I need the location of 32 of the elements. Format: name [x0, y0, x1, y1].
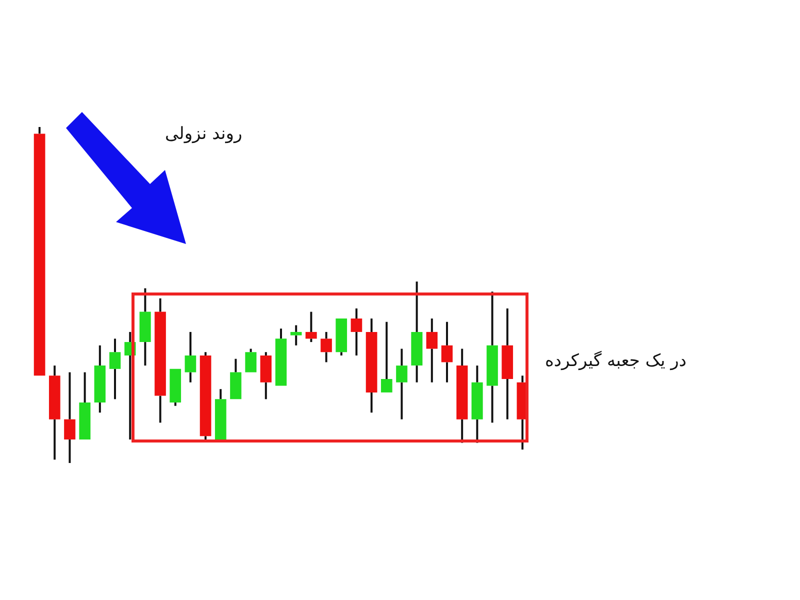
candlestick	[350, 307, 362, 356]
candlestick	[441, 320, 453, 384]
text: در یک جعبه گیرکرده	[545, 351, 686, 371]
candlestick	[214, 388, 226, 440]
candlestick	[290, 324, 302, 346]
candlestick	[48, 364, 60, 461]
candlestick	[411, 280, 422, 384]
candlestick	[230, 358, 242, 400]
candlestick	[396, 348, 408, 420]
candlestick	[306, 310, 317, 344]
candlestick	[426, 318, 438, 384]
candlestick	[472, 364, 483, 444]
candlestick	[336, 318, 348, 356]
candlestick	[486, 290, 498, 424]
candlestick	[64, 371, 76, 464]
candlestick	[184, 330, 196, 384]
candlestick	[94, 344, 106, 414]
candlestick	[260, 351, 272, 400]
candlestick	[502, 307, 514, 420]
candlestick	[320, 330, 332, 364]
candlestick	[34, 126, 46, 376]
candlestick	[380, 320, 392, 392]
candlestick	[200, 351, 212, 440]
candlestick	[170, 368, 182, 407]
candlestick	[456, 348, 468, 444]
candlestick	[154, 297, 166, 424]
candlestick	[366, 318, 378, 414]
annotation: روند نزولی	[165, 124, 242, 144]
candlestick	[109, 338, 121, 400]
candlestick	[79, 371, 90, 440]
candlestick	[275, 328, 287, 386]
candlestick	[140, 287, 151, 367]
